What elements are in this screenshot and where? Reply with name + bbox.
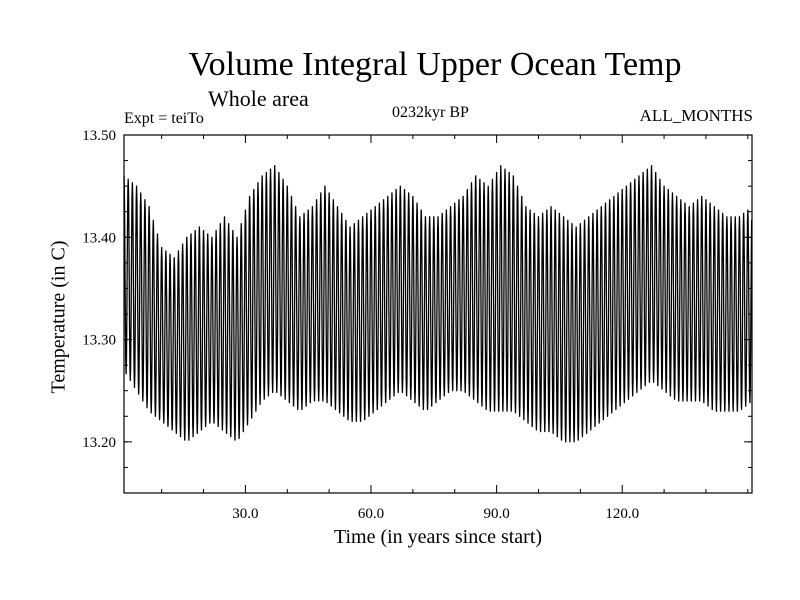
x-tick-label: 30.0 xyxy=(232,506,258,522)
axis-ticks: 13.20 13.30 13.40 13.50 30.0 60.0 90.0 120.0 xyxy=(82,128,752,522)
chart-subtitle: Whole area xyxy=(208,86,309,111)
months-label: ALL_MONTHS xyxy=(639,106,753,125)
y-tick-label: 13.50 xyxy=(82,128,116,144)
y-tick-label: 13.30 xyxy=(82,333,116,349)
series-layer xyxy=(123,165,753,443)
chart-title: Volume Integral Upper Ocean Temp xyxy=(188,46,682,83)
x-axis-label: Time (in years since start) xyxy=(333,526,543,548)
period-label: 0232kyr BP xyxy=(392,104,469,121)
series-line xyxy=(123,165,753,443)
y-tick-label: 13.20 xyxy=(82,435,116,451)
y-tick-label: 13.40 xyxy=(82,230,116,246)
experiment-label: Expt = teiTo xyxy=(124,110,204,127)
x-tick-label: 60.0 xyxy=(358,506,384,522)
plot-frame xyxy=(123,134,753,494)
x-tick-label: 120.0 xyxy=(605,506,639,522)
x-tick-label: 90.0 xyxy=(483,506,509,522)
